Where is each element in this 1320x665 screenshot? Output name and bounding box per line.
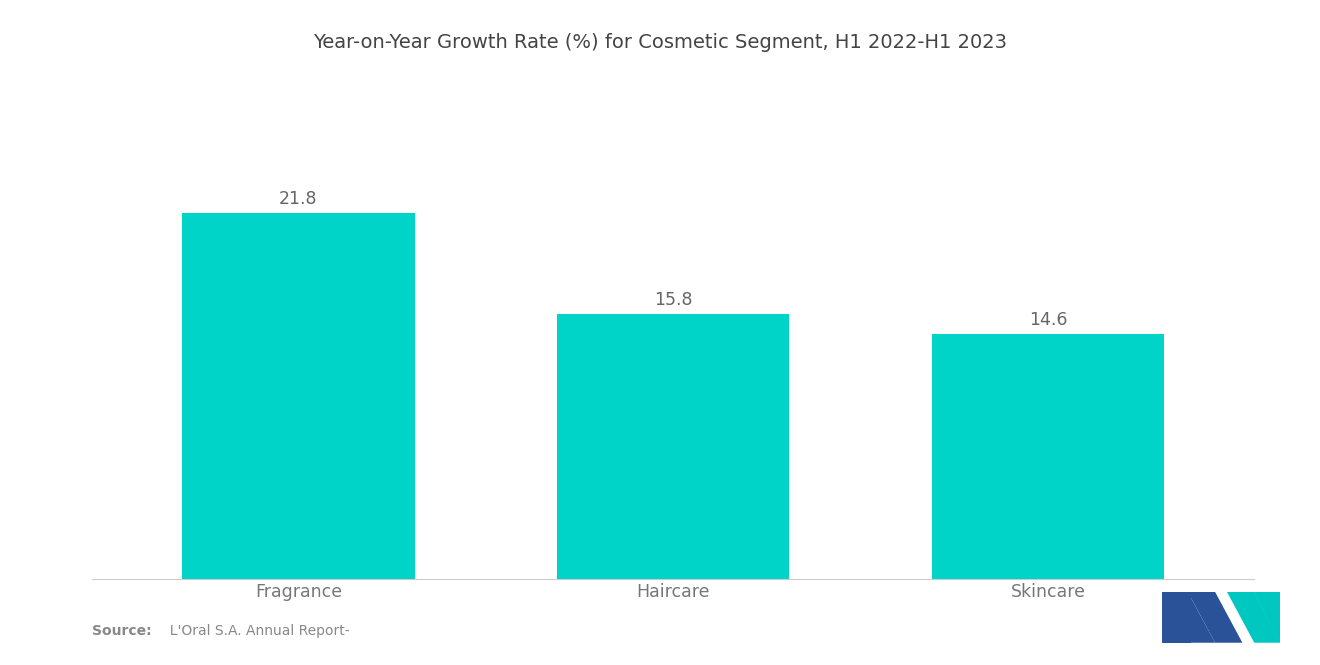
Text: 14.6: 14.6 [1028, 311, 1067, 329]
Polygon shape [1226, 592, 1280, 642]
Bar [182, 213, 414, 579]
Polygon shape [1188, 592, 1242, 642]
Text: 15.8: 15.8 [653, 291, 693, 309]
Text: 21.8: 21.8 [280, 190, 318, 208]
Text: Year-on-Year Growth Rate (%) for Cosmetic Segment, H1 2022-H1 2023: Year-on-Year Growth Rate (%) for Cosmeti… [313, 33, 1007, 53]
Bar [932, 334, 1164, 579]
Bar [557, 314, 789, 579]
Polygon shape [1162, 592, 1191, 642]
Polygon shape [1254, 592, 1280, 642]
Text: L'Oral S.A. Annual Report-: L'Oral S.A. Annual Report- [161, 624, 350, 638]
Text: Source:: Source: [92, 624, 152, 638]
Polygon shape [1188, 592, 1214, 642]
